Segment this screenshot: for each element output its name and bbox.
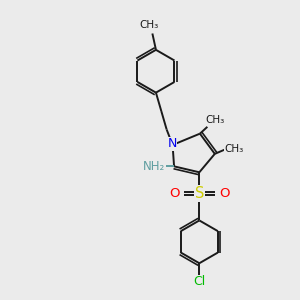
Text: CH₃: CH₃: [205, 115, 224, 125]
Text: CH₃: CH₃: [140, 20, 159, 31]
Text: O: O: [219, 187, 229, 200]
Text: NH₂: NH₂: [143, 160, 165, 173]
Text: Cl: Cl: [193, 275, 206, 288]
Text: N: N: [167, 137, 177, 150]
Text: S: S: [195, 186, 204, 201]
Text: O: O: [169, 187, 180, 200]
Text: CH₃: CH₃: [224, 144, 244, 154]
